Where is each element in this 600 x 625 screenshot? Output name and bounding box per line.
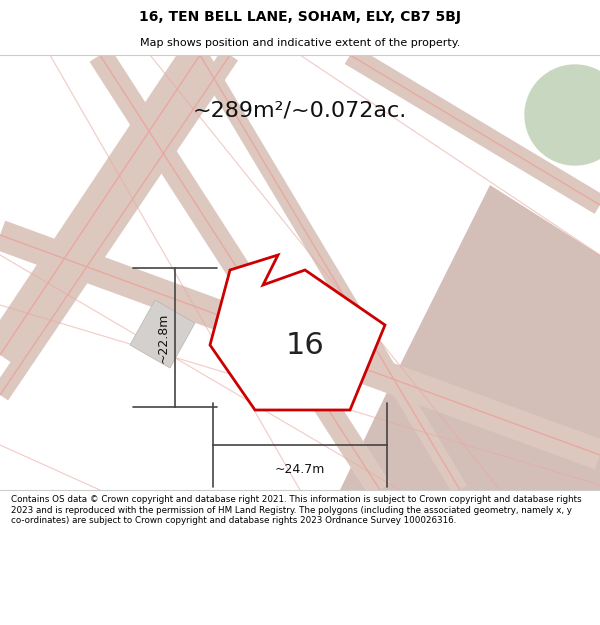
Polygon shape <box>340 185 600 490</box>
Text: 16: 16 <box>286 331 325 359</box>
Polygon shape <box>210 255 385 410</box>
Text: Contains OS data © Crown copyright and database right 2021. This information is : Contains OS data © Crown copyright and d… <box>11 496 581 525</box>
Text: 16, TEN BELL LANE, SOHAM, ELY, CB7 5BJ: 16, TEN BELL LANE, SOHAM, ELY, CB7 5BJ <box>139 9 461 24</box>
Text: ~289m²/~0.072ac.: ~289m²/~0.072ac. <box>193 100 407 120</box>
Text: ~22.8m: ~22.8m <box>157 312 170 362</box>
Text: Map shows position and indicative extent of the property.: Map shows position and indicative extent… <box>140 38 460 48</box>
Polygon shape <box>130 300 195 368</box>
Text: ~24.7m: ~24.7m <box>275 463 325 476</box>
Polygon shape <box>235 285 318 363</box>
Circle shape <box>525 65 600 165</box>
